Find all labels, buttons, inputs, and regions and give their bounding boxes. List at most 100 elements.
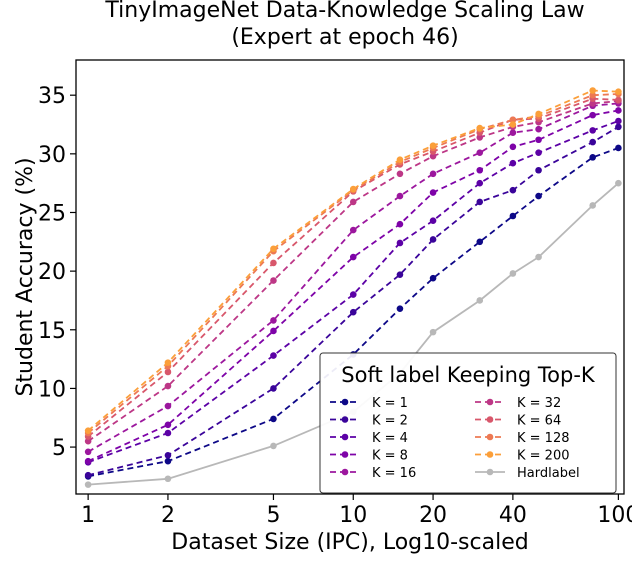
data-point-hardlabel: [535, 253, 542, 261]
data-point-k-32: [164, 382, 172, 390]
data-point-k-16: [270, 317, 277, 324]
legend-label-k-4: K = 4: [372, 431, 408, 446]
data-point-hardlabel: [84, 481, 92, 488]
data-point-k-32: [396, 170, 404, 178]
data-point-k-4: [270, 352, 277, 359]
x-tick-label: 1: [81, 503, 95, 528]
data-point-k-2: [509, 186, 517, 194]
data-point-k-200: [509, 121, 517, 128]
data-point-k-1: [270, 415, 277, 423]
data-point-k-16: [476, 149, 484, 156]
series-line-k-1: [87, 147, 619, 478]
data-point-k-128: [509, 116, 517, 124]
data-point-k-8: [509, 143, 517, 151]
y-tick-label: 5: [52, 436, 66, 461]
data-point-k-4: [589, 127, 596, 134]
data-point-k-16: [349, 226, 357, 234]
data-point-k-1: [476, 238, 484, 246]
data-point-hardlabel: [429, 328, 437, 336]
data-point-k-4: [349, 291, 357, 298]
chart-subtitle: (Expert at epoch 46): [231, 25, 458, 50]
data-point-k-16: [509, 129, 517, 137]
y-axis: 5 10 15 20 25 30 35: [38, 84, 76, 461]
legend-label-k-2: K = 2: [372, 414, 408, 429]
data-point-k-64: [270, 259, 277, 267]
data-point-k-2: [535, 166, 542, 174]
legend-marker-k-2: [341, 416, 349, 423]
data-point-k-1: [164, 457, 172, 465]
legend-label-k-32: K = 32: [517, 396, 561, 411]
legend-label-k-16: K = 16: [372, 466, 416, 481]
legend-title: Soft label Keeping Top-K: [341, 363, 596, 387]
data-point-k-2: [429, 236, 437, 243]
data-point-k-32: [476, 134, 484, 141]
legend-frame: [319, 352, 617, 494]
data-point-k-32: [270, 277, 277, 284]
data-point-k-64: [615, 96, 622, 104]
legend-items: K = 1 K = 2 K = 4 K = 8 K = 16 K = 32 K = 64 K …: [330, 396, 580, 481]
x-tick-label: 40: [499, 503, 527, 528]
data-point-k-200: [589, 87, 596, 94]
data-point-k-128: [589, 91, 596, 99]
data-point-k-2: [270, 385, 277, 392]
data-point-k-16: [84, 448, 92, 456]
legend-marker-k-128: [486, 433, 494, 441]
legend: Soft label Keeping Top-K K = 1 K = 2 K = 4…: [319, 352, 617, 494]
legend-marker-k-16: [341, 468, 349, 476]
legend-marker-k-64: [486, 416, 494, 423]
x-axis-label: Dataset Size (IPC), Log10-scaled: [171, 530, 528, 555]
data-point-k-8: [270, 327, 277, 335]
data-point-hardlabel: [476, 297, 484, 304]
legend-label-k-1: K = 1: [372, 396, 408, 411]
data-point-k-1: [615, 144, 622, 152]
data-point-k-2: [615, 123, 622, 131]
y-tick-label: 30: [38, 143, 66, 168]
data-point-k-1: [535, 192, 542, 200]
legend-label-k-8: K = 8: [372, 449, 408, 464]
data-point-k-1: [509, 212, 517, 220]
data-point-k-200: [270, 245, 277, 253]
legend-label-hardlabel: Hardlabel: [517, 466, 580, 481]
data-point-k-32: [349, 198, 357, 206]
data-point-k-16: [429, 170, 437, 178]
data-point-k-4: [396, 239, 404, 247]
legend-label-k-128: K = 128: [517, 431, 570, 446]
x-tick-label: 20: [419, 503, 447, 528]
data-point-k-2: [396, 271, 404, 278]
data-point-k-2: [349, 308, 357, 316]
legend-marker-k-200: [486, 451, 494, 458]
data-point-k-200: [535, 110, 542, 118]
data-point-k-32: [589, 100, 596, 107]
data-point-k-2: [84, 471, 92, 479]
legend-marker-k-8: [341, 451, 349, 458]
data-point-k-200: [164, 359, 172, 366]
data-point-k-16: [164, 402, 172, 410]
data-point-hardlabel: [164, 475, 172, 483]
data-point-k-8: [84, 457, 92, 465]
data-point-k-8: [589, 111, 596, 119]
data-point-k-16: [396, 192, 404, 200]
y-axis-label: Student Accuracy (%): [13, 157, 38, 396]
legend-marker-k-1: [341, 398, 349, 406]
data-point-hardlabel: [509, 270, 517, 277]
series-layer: [84, 87, 622, 488]
data-point-k-200: [615, 88, 622, 95]
data-point-k-8: [615, 107, 622, 114]
data-point-k-64: [164, 368, 172, 376]
data-point-k-200: [429, 142, 437, 149]
data-point-k-4: [476, 179, 484, 187]
legend-label-k-200: K = 200: [517, 449, 570, 464]
legend-marker-k-32: [486, 398, 494, 406]
y-tick-label: 15: [38, 319, 66, 344]
y-tick-label: 25: [38, 201, 66, 226]
data-point-k-200: [84, 427, 92, 434]
data-point-k-1: [396, 305, 404, 312]
legend-marker-hardlabel: [486, 468, 494, 476]
data-point-k-200: [476, 124, 484, 132]
chart-title: TinyImageNet Data-Knowledge Scaling Law: [104, 0, 584, 23]
data-point-k-32: [429, 152, 437, 160]
data-point-k-16: [535, 125, 542, 133]
data-point-hardlabel: [270, 442, 277, 450]
data-point-k-32: [84, 437, 92, 445]
